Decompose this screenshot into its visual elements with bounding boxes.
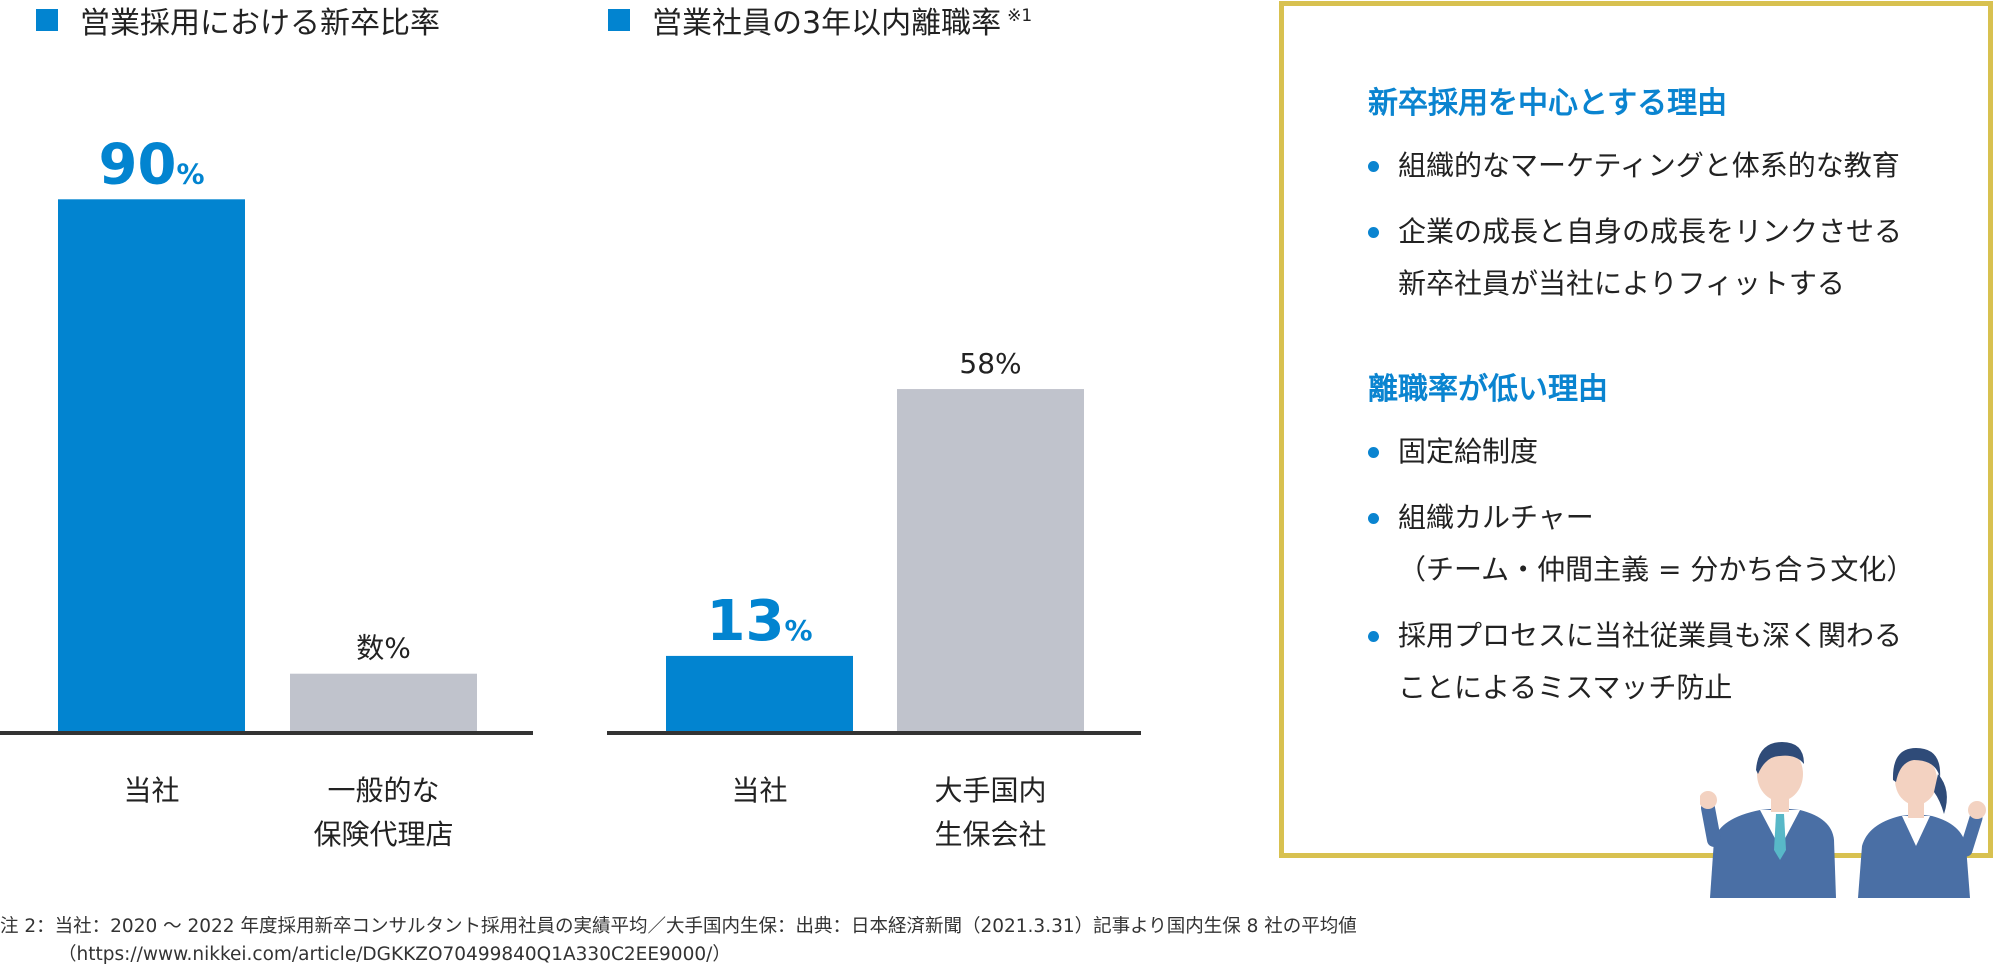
bar [666,655,853,733]
reason-text: 組織カルチャー [1398,501,1594,534]
reasons-list: 固定給制度組織カルチャー （チーム・仲間主義 = 分かち合う文化） 採用プロセスに当… [1368,426,1928,728]
bullet-icon [1368,631,1379,642]
bullet-icon [1368,447,1379,458]
data-label: 13% [707,589,813,654]
section-heading: 新卒採用を中心とする理由 [1368,86,1728,121]
footnote: 注 2：当社：2020 〜 2022 年度採用新卒コンサルタント採用社員の実績平… [0,913,1357,969]
bar [290,673,477,733]
tick-label: 当社 [123,774,179,807]
reason-text: （チーム・仲間主義 = 分かち合う文化） [1398,553,1915,586]
footnote-line: （https://www.nikkei.com/article/DGKKZO70… [58,944,731,965]
reason-text: 採用プロセスに当社従業員も深く関わる [1398,619,1903,652]
bullet-icon [1368,227,1379,238]
reason-text: 企業の成長と自身の成長をリンクさせる [1398,215,1903,248]
reason-item: 組織的なマーケティングと体系的な教育 [1368,140,1928,192]
reason-text: 新卒社員が当社によりフィットする [1398,267,1845,300]
reason-item: 固定給制度 [1368,426,1928,478]
reason-item: 企業の成長と自身の成長をリンクさせる 新卒社員が当社によりフィットする [1368,206,1928,310]
tick-label: 一般的な保険代理店 [313,774,453,851]
reason-text: 固定給制度 [1398,435,1539,468]
bar [897,389,1084,733]
chart-title: 営業採用における新卒比率 [36,0,440,41]
bullet-icon [1368,161,1379,172]
bullet-icon [1368,513,1379,524]
data-label: 数% [356,632,411,665]
data-label: 90% [99,132,205,197]
bar-charts: 90% 当社 数% 一般的な保険代理店 13% 当社 58% 大手国内生保会社 [0,132,1141,851]
two-business-people-cheering-icon [1700,742,1986,898]
reason-item: 採用プロセスに当社従業員も深く関わる ことによるミスマッチ防止 [1368,610,1928,714]
title-square-icon [36,9,58,31]
footnote-line: 注 2：当社：2020 〜 2022 年度採用新卒コンサルタント採用社員の実績平… [0,916,1357,937]
reason-item: 組織カルチャー （チーム・仲間主義 = 分かち合う文化） [1368,492,1928,596]
title-square-icon [608,9,630,31]
reason-text: ことによるミスマッチ防止 [1398,671,1733,704]
tick-label: 大手国内生保会社 [934,774,1046,851]
bar [58,199,245,734]
section-heading: 離職率が低い理由 [1368,372,1608,407]
chart-title-note: ※1 [1007,6,1033,26]
chart-title-text: 営業社員の3年以内離職率 [652,6,1002,41]
data-label: 58% [959,347,1021,380]
chart-title: 営業社員の3年以内離職率 ※1 [608,0,1033,41]
reasons-list: 組織的なマーケティングと体系的な教育 企業の成長と自身の成長をリンクさせる 新卒社員… [1368,140,1928,324]
chart-title-text: 営業採用における新卒比率 [80,6,440,41]
reasons-panel: 新卒採用を中心とする理由 組織的なマーケティングと体系的な教育 企業の成長と自身の… [1279,1,1993,858]
reason-text: 組織的なマーケティングと体系的な教育 [1398,149,1900,182]
tick-label: 当社 [731,774,787,807]
